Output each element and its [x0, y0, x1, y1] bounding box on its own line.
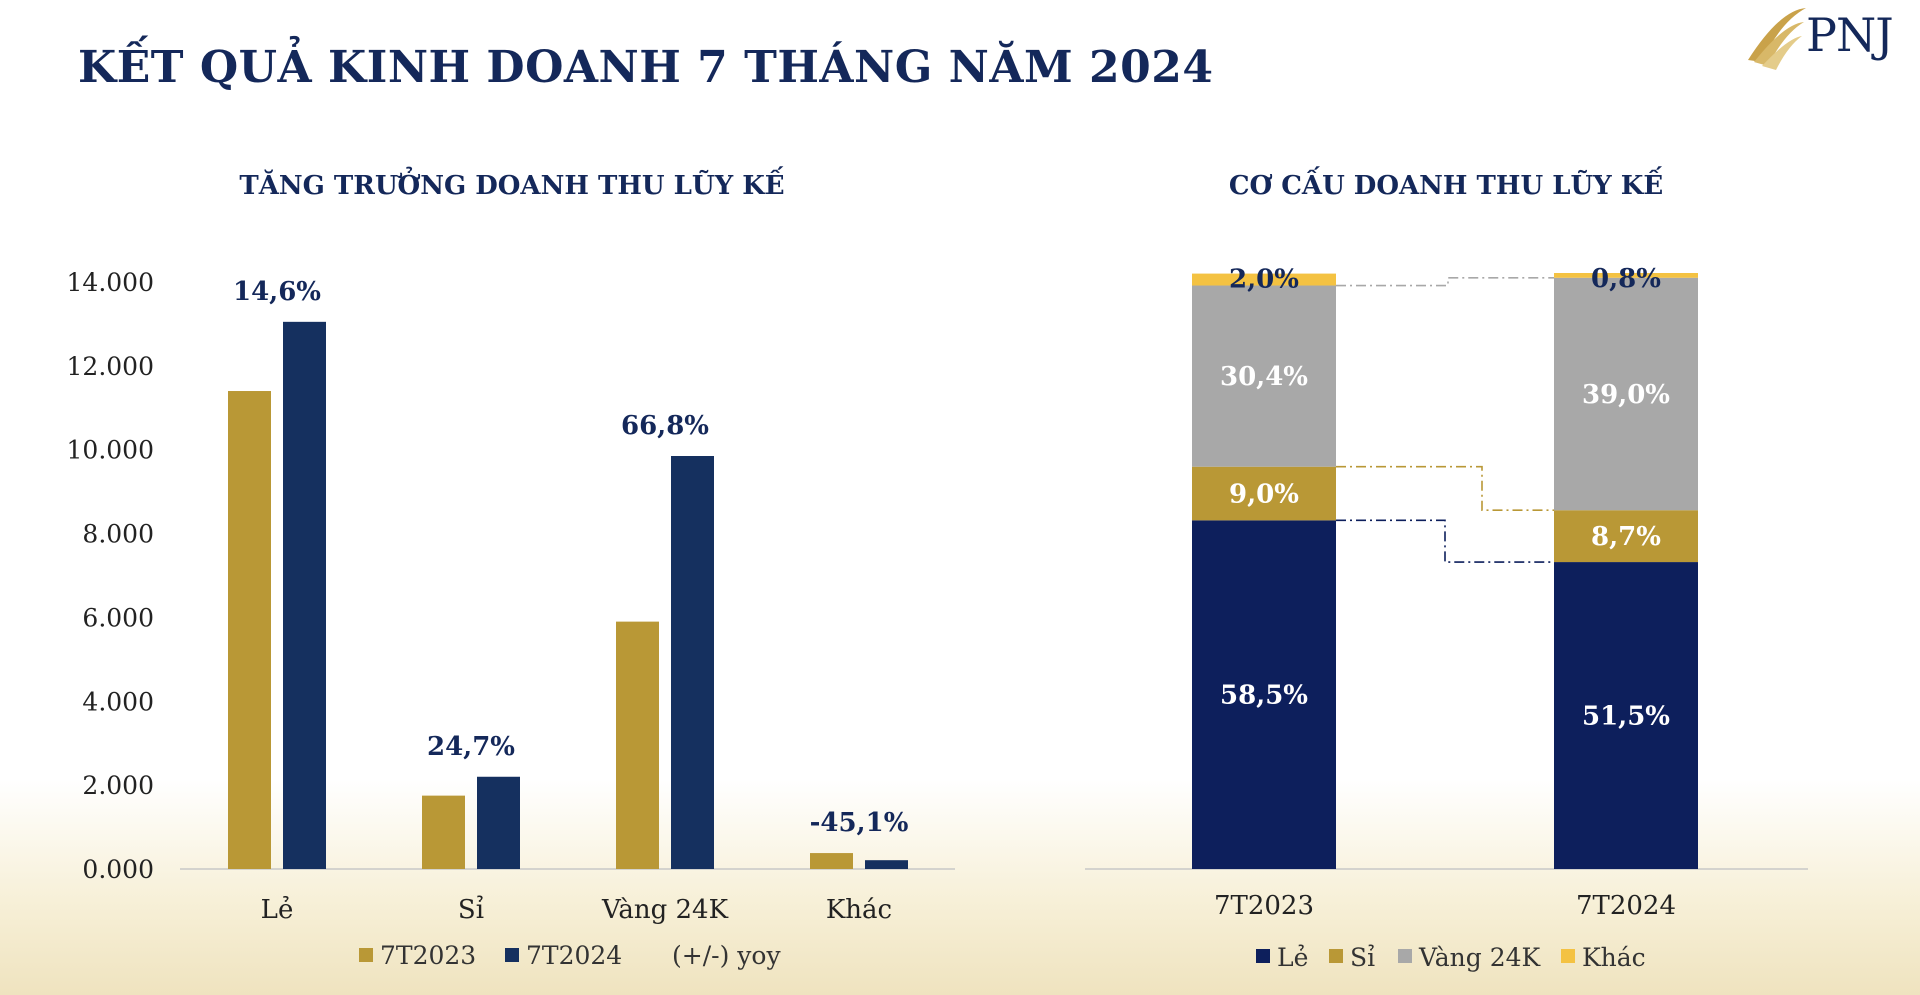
stack-label: 9,0%	[1229, 480, 1299, 510]
yoy-label: 24,7%	[427, 732, 515, 762]
legend-swatch-khac	[1561, 949, 1575, 963]
yoy-labels: 14,6% 24,7% 66,8% -45,1%	[233, 277, 909, 838]
y-tick-label: 4.000	[82, 687, 154, 716]
legend-label-le: Lẻ	[1277, 943, 1308, 972]
stack-Vàng 24K-1	[1554, 277, 1698, 511]
stack-label: 0,8%	[1591, 264, 1661, 294]
legend-swatch-7T2024	[505, 948, 519, 962]
legend-label-si: Sỉ	[1350, 943, 1375, 972]
stack-Vàng 24K-0	[1192, 285, 1336, 467]
yoy-label: 66,8%	[621, 411, 709, 441]
bars	[228, 321, 908, 869]
stack-label: 2,0%	[1229, 265, 1299, 295]
x-tick-label: 7T2023	[1214, 891, 1314, 921]
x-axis-labels: Lẻ Sỉ Vàng 24K Khác	[261, 895, 892, 925]
stack-Khác-1	[1554, 273, 1698, 278]
x-tick-label: Lẻ	[261, 895, 294, 925]
connector-lines	[1336, 276, 1554, 563]
stack-label: 8,7%	[1591, 522, 1661, 552]
legend-label-khac: Khác	[1582, 943, 1646, 972]
stack-Sỉ-0	[1192, 466, 1336, 521]
y-tick-label: 14.000	[67, 268, 154, 297]
stack-Lẻ-1	[1554, 562, 1698, 869]
stack-label: 39,0%	[1582, 380, 1670, 410]
logo-text: PNJ	[1806, 8, 1894, 62]
legend-swatch-7T2023	[359, 948, 373, 962]
stack-Lẻ-0	[1192, 520, 1336, 869]
connector-line	[1336, 276, 1554, 287]
pnj-logo-icon	[1748, 8, 1806, 70]
growth-chart-title: TĂNG TRƯỞNG DOANH THU LŨY KẾ	[239, 166, 784, 201]
growth-chart: TĂNG TRƯỞNG DOANH THU LŨY KẾ 0.000 2.000 4…	[67, 166, 955, 970]
connector-line	[1336, 465, 1554, 512]
bar-7T2024-1	[477, 776, 520, 869]
bar-7T2024-3	[865, 860, 908, 869]
y-tick-label: 10.000	[67, 436, 154, 465]
legend-swatch-le	[1256, 949, 1270, 963]
stack-label: 51,5%	[1582, 702, 1670, 732]
y-tick-label: 12.000	[67, 352, 154, 381]
bar-7T2023-2	[616, 621, 659, 869]
x-tick-label: Khác	[826, 895, 892, 925]
x-axis-labels: 7T2023 7T2024	[1214, 891, 1676, 921]
x-tick-label: 7T2024	[1576, 891, 1676, 921]
x-tick-label: Vàng 24K	[601, 895, 729, 925]
yoy-label: -45,1%	[810, 808, 909, 838]
legend-label-vang24k: Vàng 24K	[1418, 943, 1542, 972]
y-tick-label: 8.000	[82, 520, 154, 549]
structure-legend: Lẻ Sỉ Vàng 24K Khác	[1256, 943, 1646, 972]
bar-7T2023-0	[228, 391, 271, 869]
legend-swatch-vang24k	[1398, 949, 1412, 963]
yoy-label: 14,6%	[233, 277, 321, 307]
legend-label-7T2023: 7T2023	[380, 941, 476, 970]
bar-7T2023-3	[810, 853, 853, 869]
growth-legend: 7T2023 7T2024 (+/-) yoy	[359, 941, 781, 970]
stack-label: 58,5%	[1220, 681, 1308, 711]
x-tick-label: Sỉ	[458, 895, 484, 925]
stack-Khác-0	[1192, 273, 1336, 286]
stack-label: 30,4%	[1220, 362, 1308, 392]
structure-chart: CƠ CẤU DOANH THU LŨY KẾ 58,5% 9,0% 30,4% 2,…	[1085, 166, 1808, 972]
page-title: KẾT QUẢ KINH DOANH 7 THÁNG NĂM 2024	[78, 42, 1214, 93]
bar-7T2024-2	[671, 456, 714, 869]
legend-swatch-si	[1329, 949, 1343, 963]
stacked-bars: 58,5% 9,0% 30,4% 2,0% 51,5% 8,7% 39,0% 0,8%	[1192, 264, 1698, 869]
y-axis: 0.000 2.000 4.000 6.000 8.000 10.000 12.000 14.…	[67, 268, 154, 884]
legend-label-yoy: (+/-) yoy	[672, 941, 781, 970]
connector-line	[1336, 519, 1554, 563]
legend-label-7T2024: 7T2024	[526, 941, 622, 970]
y-tick-label: 2.000	[82, 771, 154, 800]
bar-7T2023-1	[422, 795, 465, 869]
structure-chart-title: CƠ CẤU DOANH THU LŨY KẾ	[1229, 166, 1663, 201]
y-tick-label: 6.000	[82, 603, 154, 632]
y-tick-label: 0.000	[82, 855, 154, 884]
bar-7T2024-0	[283, 321, 326, 869]
stack-Sỉ-1	[1554, 510, 1698, 563]
